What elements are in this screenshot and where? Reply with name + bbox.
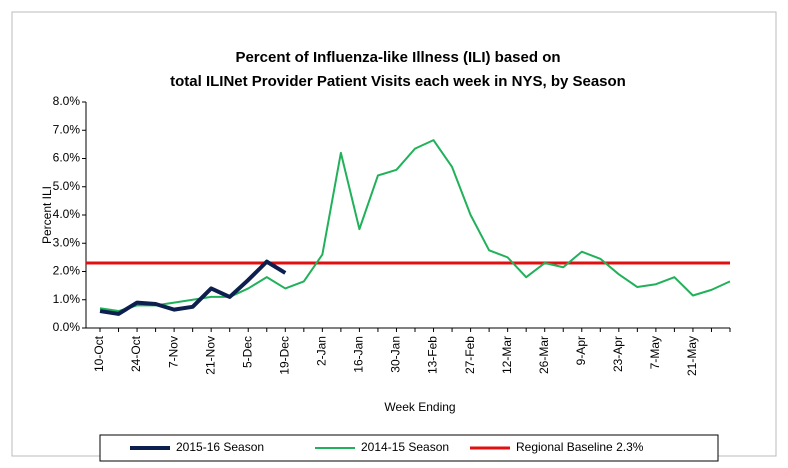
x-tick-label: 7-Nov (166, 336, 180, 368)
y-tick-label: 4.0% (53, 207, 81, 221)
x-tick-label: 2-Jan (315, 336, 329, 366)
series-line (99, 259, 287, 316)
legend-label: 2015-16 Season (176, 440, 264, 454)
y-axis-label: Percent ILI (40, 186, 54, 244)
chart-frame (11, 11, 777, 457)
x-tick-label: 13-Feb (426, 336, 440, 374)
x-tick-label: 12-Mar (500, 336, 514, 374)
x-tick-label: 5-Dec (240, 336, 254, 368)
y-tick-label: 3.0% (53, 235, 81, 249)
x-tick-label: 10-Oct (92, 335, 106, 372)
x-tick-label: 7-May (648, 336, 662, 369)
chart-title: Percent of Influenza-like Illness (ILI) … (235, 49, 560, 66)
x-tick-label: 27-Feb (463, 336, 477, 374)
x-tick-label: 19-Dec (277, 336, 291, 375)
legend-label: 2014-15 Season (361, 440, 449, 454)
x-tick-label: 9-Apr (574, 336, 588, 365)
series-line (99, 139, 731, 313)
x-axis-label: Week Ending (384, 400, 455, 414)
y-tick-label: 0.0% (53, 320, 81, 334)
x-tick-label: 23-Apr (611, 336, 625, 372)
x-tick-label: 16-Jan (352, 336, 366, 373)
legend-label: Regional Baseline 2.3% (516, 440, 644, 454)
x-tick-label: 24-Oct (129, 335, 143, 372)
y-tick-label: 7.0% (53, 122, 81, 136)
y-tick-label: 8.0% (53, 94, 81, 108)
y-tick-label: 1.0% (53, 292, 81, 306)
x-tick-label: 21-Nov (203, 336, 217, 375)
x-tick-label: 30-Jan (389, 336, 403, 373)
y-tick-label: 6.0% (53, 151, 81, 165)
y-tick-label: 2.0% (53, 264, 81, 278)
chart-title: total ILINet Provider Patient Visits eac… (170, 73, 626, 90)
x-tick-label: 26-Mar (537, 336, 551, 374)
y-tick-label: 5.0% (53, 179, 81, 193)
x-tick-label: 21-May (685, 336, 699, 376)
legend-box (99, 434, 719, 462)
